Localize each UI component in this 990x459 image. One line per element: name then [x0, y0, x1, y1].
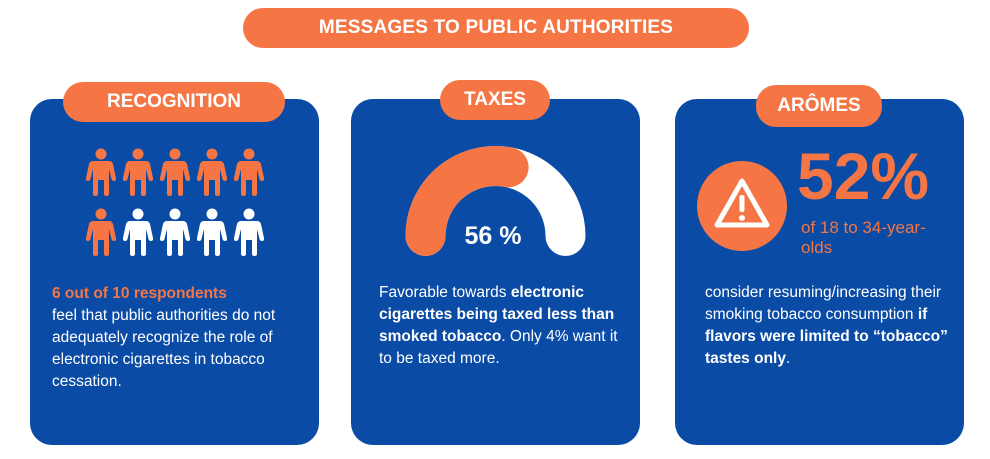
taxes-tab: TAXES: [440, 80, 550, 120]
person-icon: [196, 148, 228, 196]
flavors-text: consider resuming/increasing their smoki…: [705, 282, 955, 370]
people-grid: [85, 148, 266, 260]
person-icon: [122, 208, 154, 256]
recognition-text: 6 out of 10 respondents feel that public…: [52, 283, 302, 393]
warning-icon: [697, 161, 787, 251]
taxes-text: Favorable towards electronic cigarettes …: [379, 282, 619, 370]
flavors-text-c: .: [785, 350, 791, 367]
flavors-text-b: if flavors were limited to “tobacco” tas…: [705, 306, 948, 367]
gauge-fill: [405, 146, 529, 256]
page-title: MESSAGES TO PUBLIC AUTHORITIES: [243, 8, 749, 48]
recognition-body: feel that public authorities do not adeq…: [52, 307, 276, 390]
person-icon: [159, 208, 191, 256]
recognition-highlight: 6 out of 10 respondents: [52, 285, 227, 302]
flavors-text-a: consider resuming/increasing their smoki…: [705, 284, 942, 323]
person-icon: [233, 148, 265, 196]
person-icon: [122, 148, 154, 196]
taxes-text-a: Favorable towards: [379, 284, 511, 301]
flavors-tab: ARÔMES: [756, 85, 882, 127]
taxes-text-b: electronic cigarettes being taxed less t…: [379, 284, 615, 345]
flavors-stat: 52%: [797, 139, 930, 213]
flavors-card: [675, 99, 964, 445]
person-icon: [233, 208, 265, 256]
person-icon: [196, 208, 228, 256]
taxes-gauge: [405, 146, 586, 256]
person-icon: [159, 148, 191, 196]
flavors-stat-sub: of 18 to 34-year-olds: [801, 218, 926, 257]
person-icon: [85, 148, 117, 196]
gauge-value: 56 %: [464, 222, 522, 250]
taxes-text-c: . Only 4% want it to be taxed more.: [379, 328, 618, 367]
person-icon: [85, 208, 117, 256]
recognition-tab: RECOGNITION: [63, 82, 285, 122]
